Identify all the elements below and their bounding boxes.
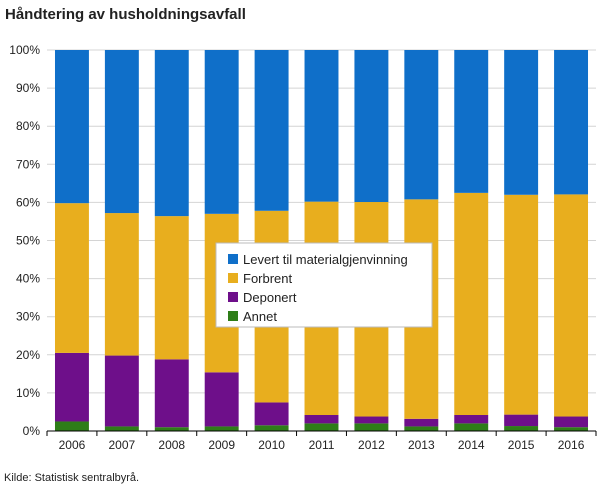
x-tick-label: 2010: [258, 438, 285, 452]
bar-segment-annet-2013: [404, 426, 439, 431]
legend-swatch: [228, 254, 238, 264]
bar-segment-forbrent-2008: [154, 216, 189, 360]
bar-segment-annet-2016: [554, 427, 589, 431]
bar-segment-levert-til-materialgjenvinning-2014: [454, 50, 489, 193]
bar-segment-deponert-2010: [254, 402, 289, 426]
bar-segment-forbrent-2016: [554, 194, 589, 417]
legend-swatch: [228, 292, 238, 302]
bar-segment-levert-til-materialgjenvinning-2012: [354, 50, 389, 203]
y-tick-label: 60%: [16, 195, 40, 209]
legend-label: Levert til materialgjenvinning: [243, 252, 408, 267]
bar-segment-annet-2008: [154, 427, 189, 431]
y-tick-label: 80%: [16, 119, 40, 133]
bar-segment-annet-2009: [204, 426, 239, 431]
y-tick-label: 50%: [16, 234, 40, 248]
bar-segment-levert-til-materialgjenvinning-2011: [304, 50, 339, 202]
bar-segment-levert-til-materialgjenvinning-2016: [554, 50, 589, 195]
x-tick-label: 2009: [208, 438, 235, 452]
legend-swatch: [228, 273, 238, 283]
bar-segment-annet-2015: [504, 426, 539, 431]
x-tick-label: 2013: [408, 438, 435, 452]
bar-segment-forbrent-2015: [504, 194, 539, 415]
y-tick-label: 30%: [16, 310, 40, 324]
legend-swatch: [228, 311, 238, 321]
bar-segment-levert-til-materialgjenvinning-2008: [154, 50, 189, 217]
bar-segment-forbrent-2006: [54, 203, 89, 353]
chart-area: 0% 10% 20% 30% 40% 50% 60% 70% 80% 90% 100% 2006 200…: [9, 43, 597, 452]
y-tick-label: 0%: [23, 424, 41, 438]
bar-segment-levert-til-materialgjenvinning-2010: [254, 50, 289, 211]
legend-label: Annet: [243, 309, 277, 324]
bar-segment-levert-til-materialgjenvinning-2009: [204, 50, 239, 214]
chart-title: Håndtering av husholdningsavfall: [5, 6, 246, 23]
y-tick-label: 70%: [16, 157, 40, 171]
bar-segment-deponert-2016: [554, 416, 589, 428]
bar-segment-deponert-2009: [204, 372, 239, 427]
bar-segment-deponert-2008: [154, 359, 189, 428]
bar-segment-deponert-2012: [354, 416, 389, 424]
bar-segment-deponert-2007: [104, 355, 139, 427]
x-tick-label: 2011: [309, 438, 335, 452]
bar-segment-annet-2012: [354, 423, 389, 431]
bar-segment-deponert-2015: [504, 414, 539, 427]
bar-segment-levert-til-materialgjenvinning-2013: [404, 50, 439, 200]
bars: [54, 50, 589, 431]
bar-segment-annet-2011: [304, 423, 339, 431]
source-note: Kilde: Statistisk sentralbyrå.: [4, 472, 140, 484]
bar-segment-deponert-2014: [454, 414, 489, 424]
bar-segment-annet-2006: [54, 421, 89, 431]
x-tick-label: 2012: [358, 438, 385, 452]
x-tick-label: 2007: [109, 438, 136, 452]
bar-segment-levert-til-materialgjenvinning-2007: [104, 50, 139, 214]
x-tick-label: 2008: [158, 438, 185, 452]
x-tick-label: 2006: [59, 438, 86, 452]
y-tick-label: 100%: [9, 43, 40, 57]
x-tick-label: 2016: [558, 438, 585, 452]
x-tick-label: 2014: [458, 438, 485, 452]
y-tick-label: 90%: [16, 81, 40, 95]
bar-segment-levert-til-materialgjenvinning-2006: [54, 50, 89, 204]
legend: Levert til materialgjenvinning Forbrent De…: [215, 242, 433, 328]
y-tick-label: 10%: [16, 386, 40, 400]
bar-segment-deponert-2013: [404, 418, 439, 427]
bar-segment-annet-2007: [104, 426, 139, 431]
bar-segment-annet-2010: [254, 425, 289, 431]
bar-segment-forbrent-2007: [104, 213, 139, 356]
y-tick-label: 20%: [16, 348, 40, 362]
bar-segment-deponert-2006: [54, 352, 89, 422]
bar-segment-annet-2014: [454, 423, 489, 431]
bar-segment-forbrent-2014: [454, 192, 489, 415]
bar-segment-levert-til-materialgjenvinning-2015: [504, 50, 539, 195]
bar-segment-deponert-2011: [304, 414, 339, 424]
legend-label: Deponert: [243, 290, 297, 305]
legend-label: Forbrent: [243, 271, 293, 286]
legend-box: [215, 242, 433, 328]
axes: 0% 10% 20% 30% 40% 50% 60% 70% 80% 90% 100% 2006 200…: [9, 43, 597, 452]
y-tick-label: 40%: [16, 272, 40, 286]
x-tick-label: 2015: [508, 438, 535, 452]
